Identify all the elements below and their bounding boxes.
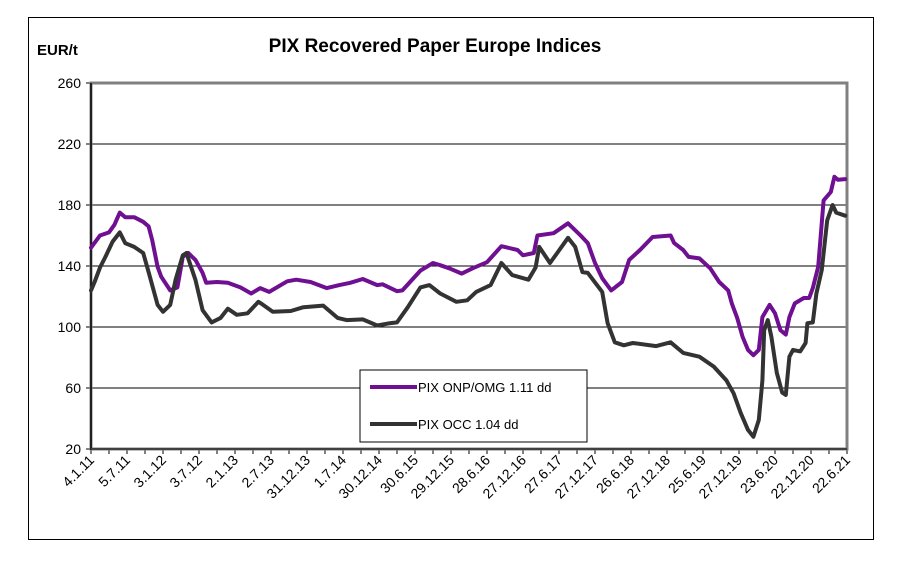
x-tick-label: 3.7.12 [166, 452, 205, 491]
y-axis-label: EUR/t [37, 42, 78, 59]
y-axis-ticks: 20 60 100 140 180 220 260 [58, 75, 91, 457]
x-tick-label: 3.1.12 [130, 452, 169, 491]
y-tick-label: 20 [65, 441, 81, 457]
x-tick-label: 2.1.13 [202, 452, 241, 491]
x-tick-label: 4.1.11 [59, 452, 97, 490]
y-tick-label: 140 [58, 258, 82, 274]
legend-box [359, 369, 588, 443]
y-tick-label: 220 [58, 136, 82, 152]
x-axis-ticks: 4.1.115.7.113.1.123.7.122.1.132.7.1331.1… [59, 449, 853, 502]
legend: PIX ONP/OMG 1.11 dd PIX OCC 1.04 dd [359, 369, 588, 443]
y-tick-label: 60 [65, 380, 81, 396]
x-tick-label: 5.7.11 [95, 452, 133, 490]
y-tick-label: 100 [58, 319, 82, 335]
legend-label-occ: PIX OCC 1.04 dd [418, 417, 518, 432]
chart-title: PIX Recovered Paper Europe Indices [269, 36, 602, 57]
series-line-occ [89, 203, 848, 439]
legend-label-onp-omg: PIX ONP/OMG 1.11 dd [418, 380, 551, 395]
y-tick-label: 180 [58, 197, 82, 213]
series-group [89, 174, 848, 439]
gridlines [91, 143, 847, 389]
x-tick-label: 22.6.21 [809, 452, 853, 496]
y-tick-label: 260 [58, 75, 82, 91]
